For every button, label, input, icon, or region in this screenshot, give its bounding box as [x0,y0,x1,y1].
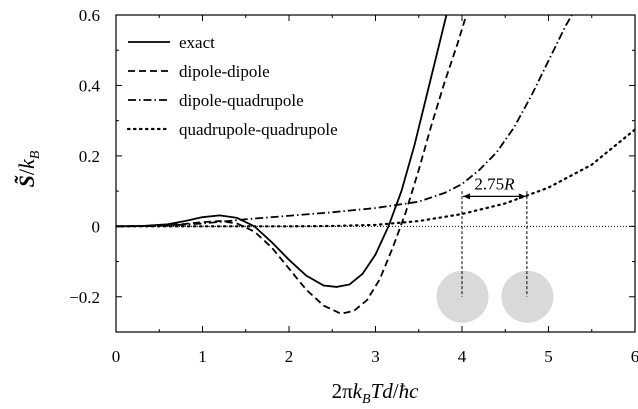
legend-label-quadrupole-quadrupole: quadrupole-quadrupole [179,120,338,139]
separation-label: 2.75R [474,174,515,193]
legend-label-dipole-quadrupole: dipole-quadrupole [179,91,304,110]
x-tick-label: 6 [631,347,638,366]
x-tick-label: 2 [285,347,294,366]
x-axis-ticks: 0 1 2 3 4 5 6 [112,15,638,366]
separation-annotation: 2.75R [436,174,554,323]
series-line-quadrupole-quadrupole [116,128,635,228]
arrowhead-left [463,193,470,200]
x-axis-label: 2πkBTd/ħc [332,379,420,407]
y-tick-label: −0.2 [69,288,100,307]
legend-label-exact: exact [179,33,215,52]
x-tick-label: 1 [198,347,207,366]
y-tick-label: 0.6 [79,6,100,25]
y-tick-label: 0.2 [79,147,100,166]
y-tick-label: 0 [92,217,101,236]
x-tick-label: 5 [544,347,553,366]
series-line-dipole-dipole [116,15,468,315]
y-axis-label: S̃/kB [14,150,43,187]
legend: exact dipole-dipole dipole-quadrupole quadr… [126,33,338,139]
series-line-dipole-quadrupole [116,15,573,228]
y-tick-label: 0.4 [79,76,101,95]
x-tick-label: 0 [112,347,121,366]
x-tick-label: 3 [371,347,380,366]
x-tick-label: 4 [458,347,467,366]
arrowhead-right [518,193,526,200]
legend-label-dipole-dipole: dipole-dipole [179,62,270,81]
y-axis-ticks: −0.2 0 0.2 0.4 0.6 [69,6,635,333]
series-line-exact [116,15,448,288]
